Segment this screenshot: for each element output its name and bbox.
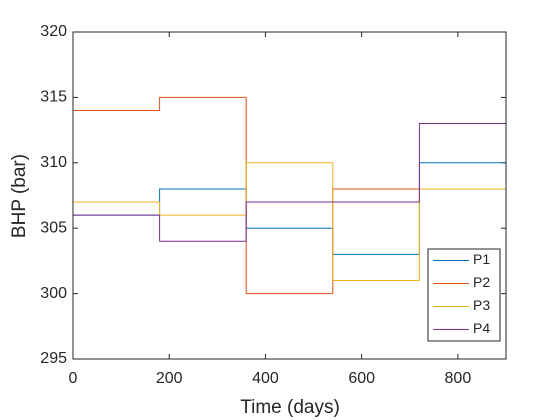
x-tick-label: 800 <box>445 370 472 387</box>
y-tick-label: 305 <box>40 219 67 236</box>
y-tick-label: 320 <box>40 23 67 40</box>
legend-label: P4 <box>473 320 490 336</box>
x-tick-label: 0 <box>69 370 78 387</box>
step-segment <box>418 123 506 203</box>
step-segment <box>159 96 247 111</box>
y-tick-label: 310 <box>40 154 67 171</box>
y-tick-label: 295 <box>40 350 67 367</box>
x-axis-label: Time (days) <box>240 397 340 418</box>
y-tick-label: 300 <box>40 285 67 302</box>
step-segment <box>245 201 333 242</box>
step-segment <box>245 162 333 216</box>
legend-box <box>427 248 501 342</box>
legend-label: P1 <box>473 251 490 267</box>
y-axis-label: BHP (bar) <box>9 154 30 238</box>
series <box>73 123 506 242</box>
y-tick-label: 315 <box>40 89 67 106</box>
x-tick-label: 200 <box>156 370 183 387</box>
legend-label: P2 <box>473 274 490 290</box>
step-segment <box>159 215 247 242</box>
legend-label: P3 <box>473 297 490 313</box>
x-tick-label: 600 <box>348 370 375 387</box>
x-tick-label: 400 <box>252 370 279 387</box>
axes-box <box>72 31 507 360</box>
